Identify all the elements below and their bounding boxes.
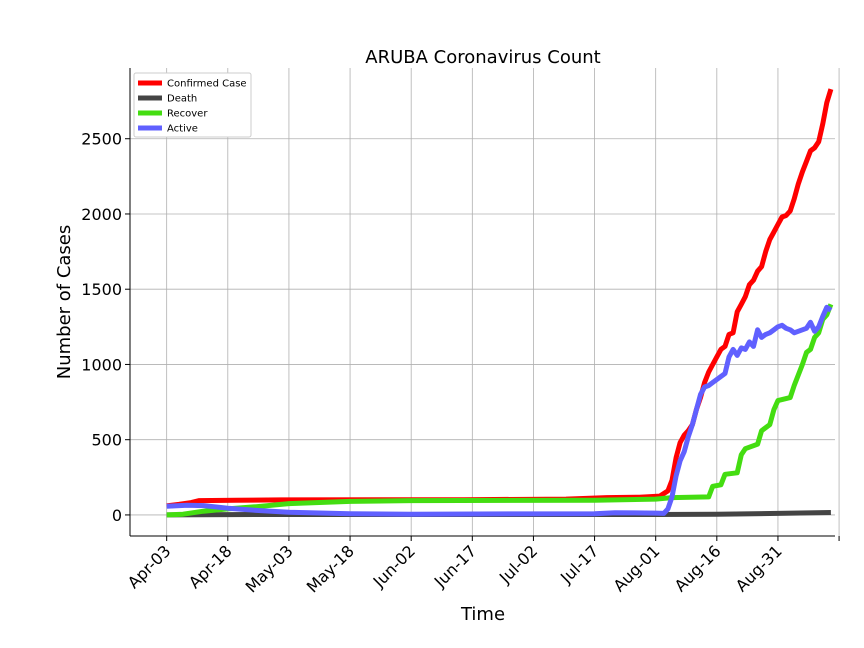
- grid: [130, 68, 840, 536]
- x-axis-title: Time: [460, 604, 505, 625]
- y-tick-label: 2500: [81, 130, 122, 149]
- y-tick-label: 1000: [81, 355, 122, 374]
- legend-label-death: Death: [167, 94, 197, 105]
- y-tick-label: 0: [112, 506, 122, 525]
- legend-label-confirmed-case: Confirmed Case: [167, 79, 247, 90]
- y-tick-label: 1500: [81, 280, 122, 299]
- series-line-recover: [166, 303, 834, 518]
- y-axis-title: Number of Cases: [54, 225, 75, 380]
- legend-label-active: Active: [167, 124, 198, 135]
- legend-label-recover: Recover: [167, 109, 208, 120]
- legend: Confirmed Case Death Recover Active: [133, 72, 252, 138]
- y-tick-label: 2000: [81, 205, 122, 224]
- legend-box: [133, 72, 252, 138]
- y-ticks: 0 500 1000 1500 2000 2500: [81, 130, 130, 525]
- chart-title: ARUBA Coronavirus Count: [365, 47, 600, 68]
- series-line-active: [166, 304, 833, 517]
- y-tick-label: 500: [91, 431, 122, 450]
- axes: [129, 68, 835, 537]
- series-layer: [166, 88, 834, 518]
